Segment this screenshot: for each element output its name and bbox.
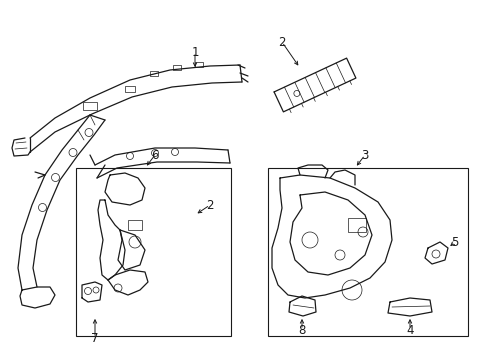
Bar (173, 65, 181, 70)
Text: 1: 1 (191, 45, 198, 59)
Bar (128, 220, 142, 230)
Bar (195, 62, 203, 67)
Text: 8: 8 (298, 324, 305, 337)
Text: 3: 3 (361, 149, 368, 162)
Text: 5: 5 (450, 235, 458, 248)
Text: 7: 7 (91, 332, 99, 345)
Bar (125, 86, 135, 91)
Text: 2: 2 (278, 36, 285, 49)
Bar (76, 168, 230, 336)
Text: 6: 6 (151, 149, 159, 162)
Bar (150, 71, 158, 76)
Text: 2: 2 (206, 198, 213, 212)
Bar (347, 218, 365, 232)
Bar (267, 168, 467, 336)
Text: 4: 4 (406, 324, 413, 337)
Bar (83, 102, 97, 110)
